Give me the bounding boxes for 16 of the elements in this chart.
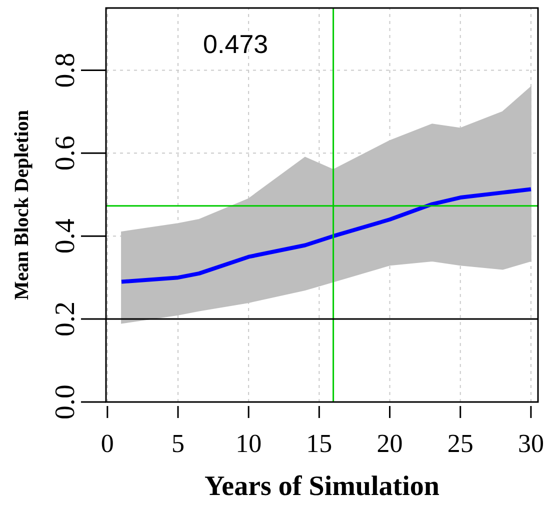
y-tick-label: 0.4 <box>50 218 81 254</box>
x-tick-label: 30 <box>518 429 544 458</box>
x-tick-label: 5 <box>172 429 184 458</box>
y-tick-label: 0.0 <box>50 384 81 420</box>
y-tick-label: 0.6 <box>50 136 81 171</box>
x-tick-label: 20 <box>376 429 403 458</box>
annotation: 0.473 <box>203 29 268 59</box>
y-axis-title: Mean Block Depletion <box>11 110 33 300</box>
x-tick-label: 10 <box>236 429 262 458</box>
x-tick-label: 15 <box>306 429 332 458</box>
y-tick-label: 0.2 <box>50 302 81 337</box>
y-tick-label: 0.8 <box>50 52 81 88</box>
x-axis-title: Years of Simulation <box>204 471 440 502</box>
line-series <box>120 187 533 284</box>
x-tick-label: 25 <box>447 429 474 458</box>
x-tick-label: 0 <box>100 429 114 458</box>
